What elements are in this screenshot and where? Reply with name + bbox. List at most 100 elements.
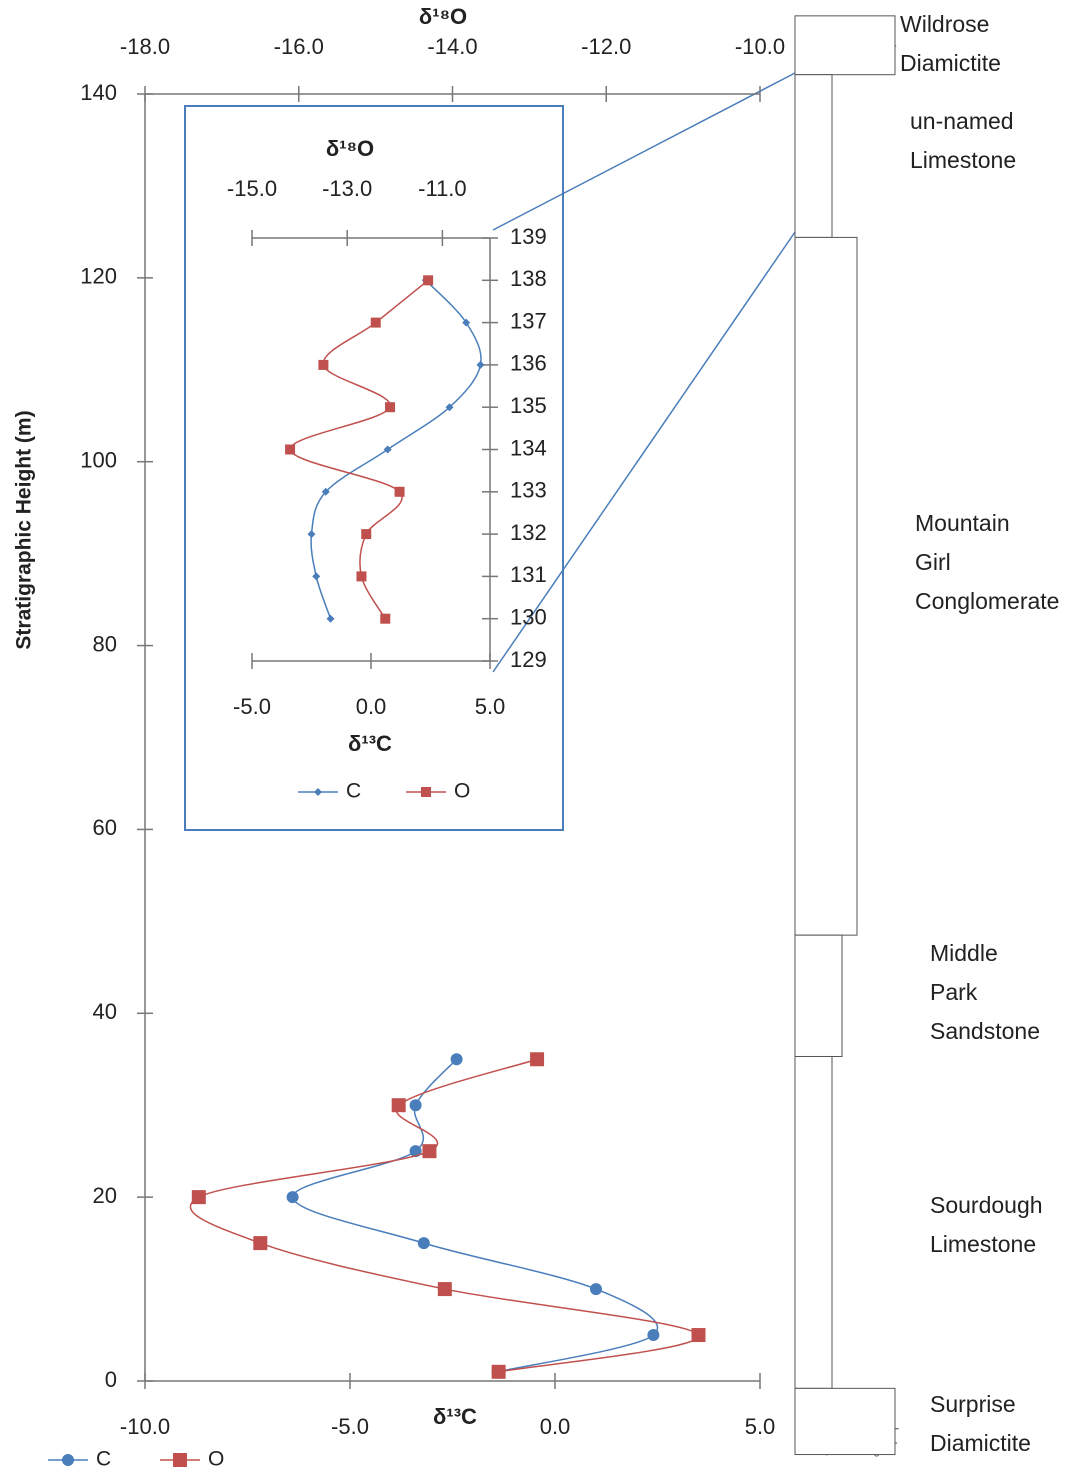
data-point xyxy=(476,360,485,369)
x-tick-label: 0.0 xyxy=(540,1414,571,1439)
data-point xyxy=(423,275,434,286)
data-point xyxy=(253,1236,268,1251)
data-point xyxy=(370,317,381,328)
y-tick-label: 132 xyxy=(510,520,547,545)
y-tick-label: 131 xyxy=(510,562,547,587)
data-point xyxy=(437,1282,452,1297)
data-point xyxy=(445,403,454,412)
data-point xyxy=(318,359,329,370)
y-tick-label: 140 xyxy=(80,80,117,105)
data-point xyxy=(590,1283,602,1296)
unit-label: Girl xyxy=(915,549,951,575)
x2-tick-label: -10.0 xyxy=(735,34,785,59)
x-axis-title: δ¹³C xyxy=(348,731,392,756)
zoom-line xyxy=(492,72,796,231)
data-point xyxy=(530,1052,545,1067)
lithology-unit xyxy=(794,236,858,936)
data-point xyxy=(285,444,296,455)
x-tick-label: 5.0 xyxy=(745,1414,776,1439)
x2-tick-label: -18.0 xyxy=(120,34,170,59)
series-line xyxy=(189,1058,700,1373)
zoom-line xyxy=(492,231,796,673)
lithology-unit xyxy=(794,74,833,238)
legend-label: C xyxy=(346,780,361,803)
unit-label: Conglomerate xyxy=(915,588,1059,614)
inset-frame xyxy=(184,105,564,831)
y-tick-label: 40 xyxy=(93,999,117,1024)
y-tick-label: 136 xyxy=(510,351,547,376)
unit-label: Limestone xyxy=(910,147,1016,173)
data-point xyxy=(326,614,335,623)
unit-label: Diamictite xyxy=(930,1430,1031,1456)
y-tick-label: 137 xyxy=(510,308,547,333)
data-point xyxy=(191,1190,206,1205)
x-tick-label: -5.0 xyxy=(233,694,271,719)
data-point xyxy=(307,530,316,539)
unit-label: un-named xyxy=(910,108,1014,134)
y-tick-label: 0 xyxy=(105,1367,117,1392)
data-point xyxy=(491,1364,506,1379)
data-point xyxy=(361,529,372,540)
y-tick-label: 129 xyxy=(510,647,547,672)
unit-label: Sandstone xyxy=(930,1018,1040,1044)
data-point xyxy=(356,571,367,582)
data-point xyxy=(462,318,471,327)
unit-label: Diamictite xyxy=(900,50,1001,76)
x-axis-title: δ¹³C xyxy=(433,1404,477,1429)
data-point xyxy=(380,613,391,624)
data-point xyxy=(286,1191,299,1204)
x2-tick-label: -13.0 xyxy=(322,176,372,201)
series-line xyxy=(291,1058,659,1373)
x2-tick-label: -16.0 xyxy=(274,34,324,59)
data-point xyxy=(394,486,405,497)
data-point xyxy=(422,1144,437,1159)
legend-marker xyxy=(62,1454,74,1466)
x2-tick-label: -14.0 xyxy=(427,34,477,59)
data-point xyxy=(450,1053,463,1066)
unit-label: Wildrose xyxy=(900,11,989,37)
data-point xyxy=(409,1099,422,1112)
data-point xyxy=(385,402,396,413)
y-tick-label: 80 xyxy=(93,631,117,656)
x2-tick-label: -12.0 xyxy=(581,34,631,59)
unit-label: Sourdough xyxy=(930,1192,1043,1218)
x-tick-label: -5.0 xyxy=(331,1414,369,1439)
lithology-unit xyxy=(794,1055,833,1389)
y-tick-label: 135 xyxy=(510,393,547,418)
x2-axis-title: δ¹⁸O xyxy=(326,136,374,161)
legend-label: O xyxy=(208,1448,224,1471)
y-axis-title: Stratigraphic Height (m) xyxy=(13,410,36,649)
data-point xyxy=(312,572,321,581)
lithology-unit xyxy=(794,15,896,76)
lithology-unit xyxy=(794,1387,896,1456)
y-tick-label: 60 xyxy=(93,815,117,840)
lithology-unit xyxy=(794,934,843,1057)
data-point xyxy=(321,487,330,496)
data-point xyxy=(383,445,392,454)
y-tick-label: 130 xyxy=(510,605,547,630)
y-tick-label: 120 xyxy=(80,264,117,289)
x-tick-label: 0.0 xyxy=(356,694,387,719)
x-tick-label: -10.0 xyxy=(120,1414,170,1439)
unit-label: Limestone xyxy=(930,1231,1036,1257)
unit-label: Middle xyxy=(930,940,998,966)
legend-marker xyxy=(421,787,431,797)
legend-label: C xyxy=(96,1448,111,1471)
y-tick-label: 20 xyxy=(93,1183,117,1208)
unit-label: Surprise xyxy=(930,1391,1016,1417)
unit-label: Mountain xyxy=(915,510,1010,536)
data-point xyxy=(391,1098,406,1113)
x-tick-label: 5.0 xyxy=(475,694,506,719)
x2-tick-label: -15.0 xyxy=(227,176,277,201)
data-point xyxy=(417,1237,430,1250)
legend-marker xyxy=(314,788,322,796)
data-point xyxy=(647,1329,660,1342)
x2-tick-label: -11.0 xyxy=(418,176,467,201)
unit-label: Park xyxy=(930,979,978,1005)
y-tick-label: 100 xyxy=(80,448,117,473)
y-tick-label: 139 xyxy=(510,224,547,249)
y-tick-label: 134 xyxy=(510,435,547,460)
x2-axis-title: δ¹⁸O xyxy=(419,4,467,29)
legend-label: O xyxy=(454,780,470,803)
